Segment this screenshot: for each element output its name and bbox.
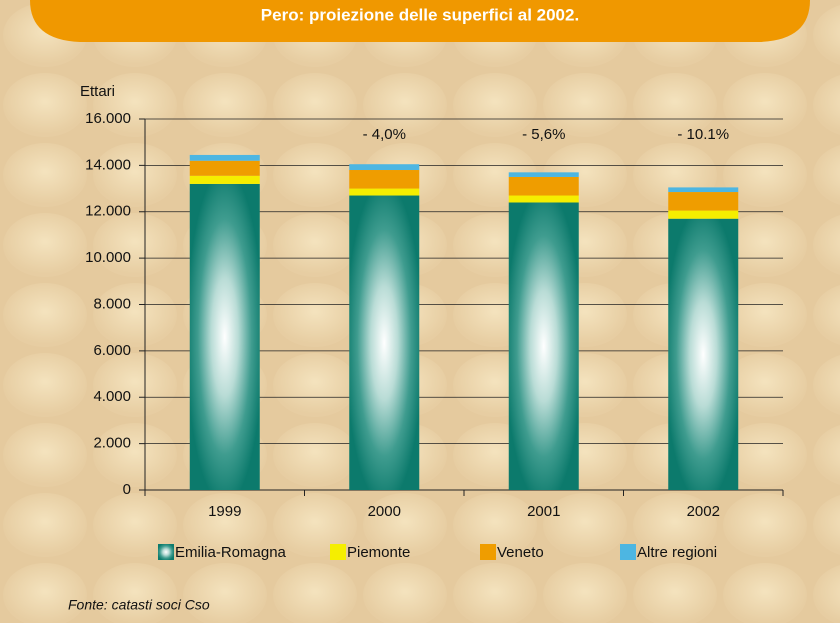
bar-segment [190,161,260,176]
bar-segment [509,202,579,490]
legend-label: Altre regioni [637,544,717,561]
bar-segment [668,219,738,490]
bar-segment [190,155,260,161]
legend-swatch [480,544,496,560]
y-axis-label: Ettari [80,83,115,100]
y-tick-label: 0 [123,481,131,498]
bar-segment [349,170,419,189]
page: Pero: proiezione delle superfici al 2002… [0,0,840,623]
y-tick-label: 10.000 [85,249,131,266]
bar-segment [190,176,260,184]
bar-segment [668,187,738,192]
bar-segment [668,192,738,211]
x-tick-label: 2001 [527,503,560,520]
x-tick-label: 1999 [208,503,241,520]
chart-title: Pero: proiezione delle superfici al 2002… [261,5,579,24]
legend-label: Emilia-Romagna [175,544,287,561]
bar-segment [190,184,260,490]
source: Fonte: catasti soci Cso [68,597,210,613]
legend-label: Veneto [497,544,544,561]
y-tick-label: 8.000 [93,295,131,312]
y-tick-label: 12.000 [85,203,131,220]
annotation: - 4,0% [363,126,406,143]
legend-swatch [330,544,346,560]
bar-segment [509,196,579,203]
y-tick-label: 16.000 [85,110,131,127]
bar-segment [509,177,579,196]
legend-swatch [158,544,174,560]
bar-segment [349,164,419,170]
y-tick-label: 6.000 [93,342,131,359]
bar-segment [349,189,419,196]
x-tick-label: 2002 [687,503,720,520]
x-tick-label: 2000 [368,503,401,520]
legend-label: Piemonte [347,544,410,561]
bar-segment [349,196,419,490]
y-tick-label: 4.000 [93,388,131,405]
y-tick-label: 14.000 [85,156,131,173]
bar-segment [509,172,579,177]
annotation: - 10.1% [677,126,729,143]
y-tick-label: 2.000 [93,435,131,452]
bar-segment [668,211,738,219]
legend-swatch [620,544,636,560]
annotation: - 5,6% [522,126,565,143]
chart: Pero: proiezione delle superfici al 2002… [0,0,840,623]
